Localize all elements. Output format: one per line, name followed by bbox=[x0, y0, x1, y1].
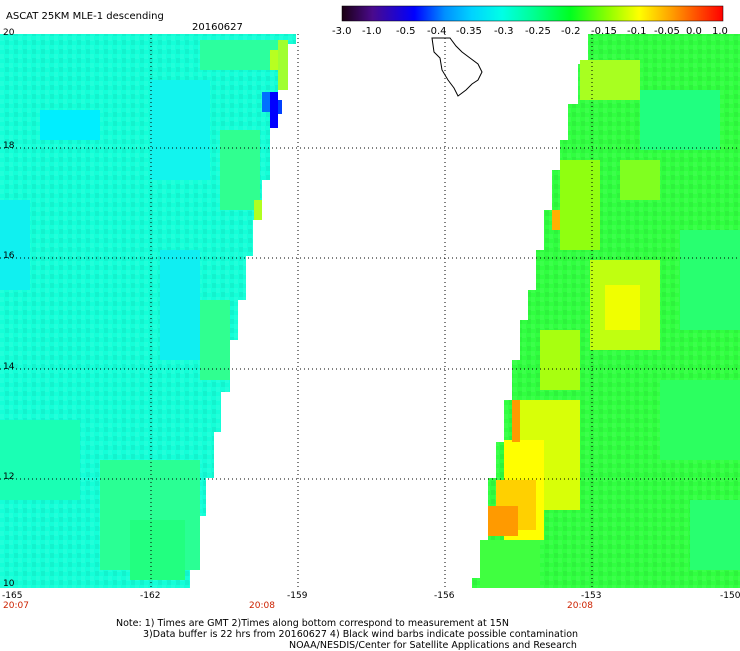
note-line-3: NOAA/NESDIS/Center for Satellite Applica… bbox=[289, 640, 577, 651]
colorbar bbox=[341, 5, 724, 22]
colorbar-label: -0.2 bbox=[561, 26, 581, 37]
swath-left bbox=[0, 34, 296, 588]
colorbar-label: -0.25 bbox=[525, 26, 551, 37]
colorbar-label: -3.0 bbox=[332, 26, 352, 37]
swath-right bbox=[472, 34, 740, 588]
colorbar-label: -0.35 bbox=[456, 26, 482, 37]
lat-label: 10 bbox=[3, 579, 15, 589]
colorbar-label: -0.1 bbox=[627, 26, 647, 37]
grid-lines bbox=[0, 34, 740, 588]
map-date: 20160627 bbox=[192, 22, 243, 33]
note-line-1: Note: 1) Times are GMT 2)Times along bot… bbox=[116, 618, 509, 629]
lon-label: -153 bbox=[581, 591, 602, 601]
lat-label: 14 bbox=[3, 362, 15, 372]
lat-label: 18 bbox=[3, 141, 15, 151]
colorbar-label: 1.0 bbox=[712, 26, 728, 37]
colorbar-label: -0.15 bbox=[591, 26, 617, 37]
time-label: 20:08 bbox=[249, 601, 275, 611]
island-outline bbox=[431, 37, 483, 97]
lat-label: 16 bbox=[3, 251, 15, 261]
colorbar-gradient bbox=[341, 5, 724, 22]
lon-label: -156 bbox=[434, 591, 455, 601]
time-label: 20:08 bbox=[567, 601, 593, 611]
colorbar-label: -0.05 bbox=[654, 26, 680, 37]
colorbar-label: -0.4 bbox=[427, 26, 447, 37]
lon-label: -159 bbox=[287, 591, 308, 601]
lat-label: 20 bbox=[3, 28, 15, 38]
colorbar-label: 0.0 bbox=[686, 26, 702, 37]
time-label: 20:07 bbox=[3, 601, 29, 611]
note-line-2: 3)Data buffer is 22 hrs from 20160627 4)… bbox=[143, 629, 579, 640]
lon-label: -165 bbox=[2, 591, 23, 601]
colorbar-label: -0.3 bbox=[494, 26, 514, 37]
colorbar-label: -0.5 bbox=[396, 26, 416, 37]
lon-label: -150 bbox=[720, 591, 740, 601]
colorbar-label: -1.0 bbox=[362, 26, 382, 37]
lat-label: 12 bbox=[3, 472, 15, 482]
lon-label: -162 bbox=[140, 591, 161, 601]
map-title: ASCAT 25KM MLE-1 descending bbox=[6, 11, 164, 22]
